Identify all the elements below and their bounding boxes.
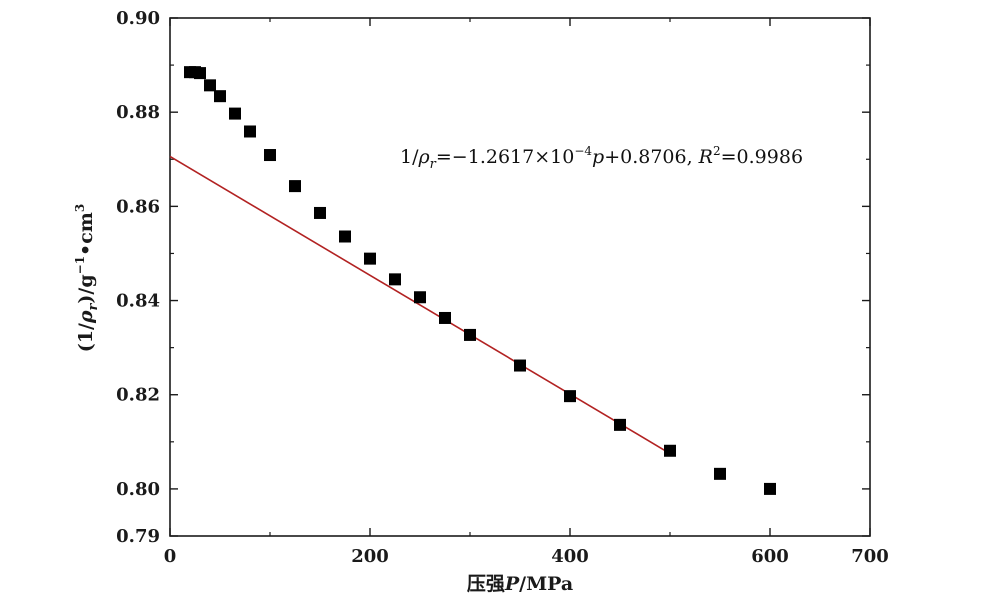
x-tick-label: 600 — [751, 546, 789, 567]
data-points — [184, 66, 776, 495]
fit-line — [169, 155, 671, 455]
data-point — [564, 390, 576, 403]
data-point — [364, 252, 376, 265]
plot-frame — [169, 17, 871, 537]
data-point — [194, 67, 206, 80]
y-tick-label: 0.86 — [116, 196, 160, 217]
y-tick-label: 0.80 — [116, 479, 160, 500]
y-axis-title: (1/ρr)/g−1•cm3 — [73, 204, 101, 352]
data-point — [664, 444, 676, 457]
data-point — [244, 125, 256, 138]
x-tick-label: 200 — [351, 546, 389, 567]
data-point — [614, 418, 626, 431]
x-axis-title: 压强P/MPa — [467, 573, 573, 595]
data-point — [264, 149, 276, 162]
fit-line-group — [169, 155, 671, 455]
x-tick-label: 400 — [551, 546, 589, 567]
x-tick-label: 700 — [851, 546, 889, 567]
data-point — [389, 273, 401, 286]
data-point — [464, 328, 476, 341]
y-tick-label: 0.88 — [116, 102, 160, 123]
x-tick-label: 0 — [164, 546, 177, 567]
data-point — [229, 107, 241, 120]
data-point — [714, 467, 726, 480]
y-tick-label: 0.90 — [116, 8, 160, 29]
data-point — [764, 482, 776, 495]
y-tick-label: 0.84 — [116, 291, 160, 312]
data-point — [204, 79, 216, 92]
data-point — [414, 291, 426, 304]
fit-equation-annotation: 1/ρr=−1.2617×10−4p+0.8706, R2=0.9986 — [400, 144, 803, 172]
y-tick-label: 0.79 — [116, 526, 160, 547]
axis-ticks: 0 200 400 600 700 0.79 0.80 0.82 0.84 0.86 0.88 0.9… — [116, 8, 889, 567]
data-point — [214, 90, 226, 103]
data-point — [439, 311, 451, 324]
y-tick-label: 0.82 — [116, 385, 160, 406]
data-point — [289, 180, 301, 193]
data-point — [314, 206, 326, 219]
data-point — [514, 359, 526, 372]
data-point — [339, 230, 351, 243]
